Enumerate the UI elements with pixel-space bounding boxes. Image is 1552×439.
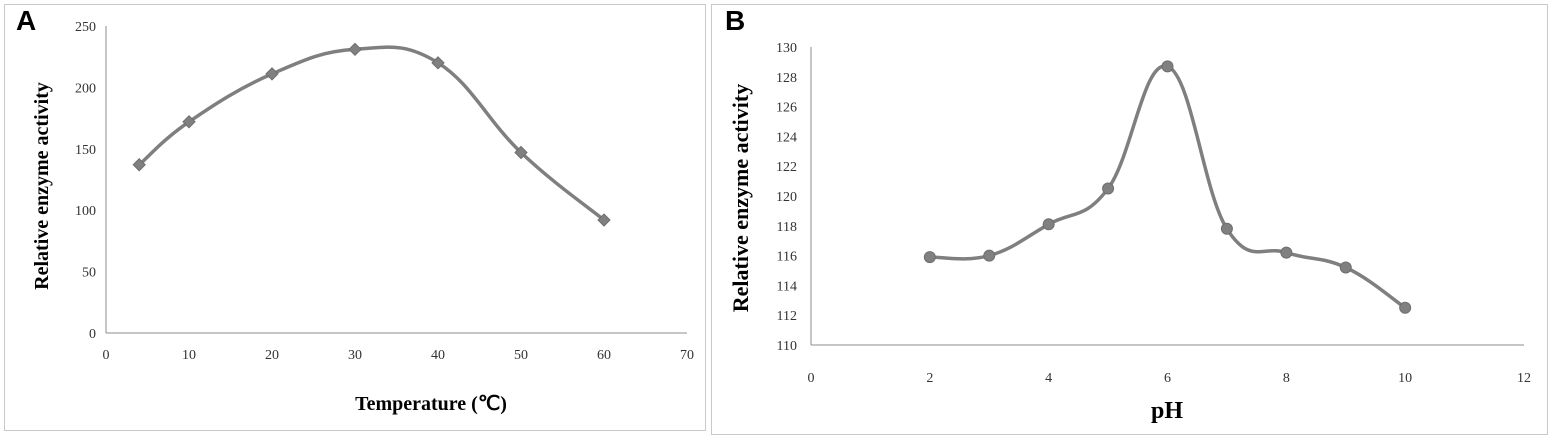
- panel-a-letter: A: [16, 5, 36, 36]
- panel-b-markers: [923, 60, 1412, 314]
- data-point-marker: [1220, 222, 1233, 235]
- y-tick-label: 200: [75, 81, 96, 96]
- x-tick-label: 20: [265, 348, 279, 363]
- data-point-marker: [132, 158, 146, 172]
- panel-a-y-tick-labels: 0 50 100 150 200 250: [75, 20, 96, 342]
- y-tick-label: 126: [776, 101, 797, 116]
- panel-b-y-axis-title: Relative enzyme activity: [728, 84, 753, 312]
- panel-a-temperature-chart: A 0 10 20 30 40 50 60 70 0 50 100 150 200 250 Temper…: [4, 4, 706, 431]
- y-tick-label: 250: [75, 20, 96, 35]
- panel-b-x-axis-title: pH: [1151, 398, 1183, 424]
- x-tick-label: 0: [103, 348, 110, 363]
- panel-b-series-line: [928, 64, 1407, 310]
- y-tick-label: 120: [776, 190, 797, 205]
- x-tick-label: 8: [1283, 371, 1290, 386]
- panel-a-y-axis-title: Relative enzyme activity: [31, 82, 53, 290]
- panel-a-series-line: [137, 45, 606, 222]
- panel-b-y-tick-labels: 110 112 114 116 118 120 122 124 126 128 130: [776, 41, 797, 354]
- panel-a-markers: [132, 42, 611, 227]
- x-tick-label: 4: [1045, 371, 1052, 386]
- y-tick-label: 0: [89, 327, 96, 342]
- data-point-marker: [182, 115, 196, 129]
- data-point-marker: [265, 67, 279, 81]
- y-tick-label: 50: [82, 266, 96, 281]
- y-tick-label: 118: [777, 220, 797, 235]
- data-point-marker: [1102, 182, 1115, 195]
- y-tick-label: 112: [777, 309, 797, 324]
- panel-b-ph-chart: B 0 2 4 6 8 10 12 1101121141161181201221241261…: [711, 4, 1548, 435]
- data-point-marker: [1161, 60, 1174, 73]
- x-tick-label: 10: [182, 348, 196, 363]
- panel-a-border: [4, 4, 706, 431]
- x-tick-label: 0: [808, 371, 815, 386]
- x-tick-label: 12: [1517, 371, 1531, 386]
- y-tick-label: 124: [776, 130, 797, 145]
- y-tick-label: 116: [777, 250, 797, 265]
- x-tick-label: 2: [926, 371, 933, 386]
- panel-b-x-tick-labels: 0 2 4 6 8 10 12: [808, 371, 1532, 386]
- y-tick-label: 110: [777, 339, 797, 354]
- data-point-marker: [1042, 218, 1055, 231]
- y-tick-label: 150: [75, 143, 96, 158]
- y-tick-label: 122: [776, 160, 797, 175]
- panel-b-letter: B: [725, 5, 745, 36]
- x-tick-label: 30: [348, 348, 362, 363]
- data-point-marker: [348, 42, 362, 57]
- y-tick-label: 130: [776, 41, 797, 56]
- data-point-marker: [1339, 261, 1352, 274]
- data-point-marker: [923, 251, 936, 264]
- panel-b-border: [711, 4, 1548, 435]
- x-tick-label: 40: [431, 348, 445, 363]
- data-point-marker: [514, 145, 528, 160]
- data-point-marker: [983, 249, 996, 262]
- data-point-marker: [597, 213, 611, 227]
- x-tick-label: 60: [597, 348, 611, 363]
- y-tick-label: 100: [75, 204, 96, 219]
- data-point-marker: [1399, 301, 1412, 314]
- y-tick-label: 114: [777, 279, 797, 294]
- panel-a-x-axis-title: Temperature (℃): [355, 393, 507, 415]
- x-tick-label: 70: [680, 348, 694, 363]
- x-tick-label: 6: [1164, 371, 1171, 386]
- data-point-marker: [1280, 246, 1293, 259]
- x-tick-label: 50: [514, 348, 528, 363]
- y-tick-label: 128: [776, 71, 797, 86]
- panel-a-x-tick-labels: 0 10 20 30 40 50 60 70: [103, 348, 695, 363]
- x-tick-label: 10: [1398, 371, 1412, 386]
- data-point-marker: [431, 56, 445, 70]
